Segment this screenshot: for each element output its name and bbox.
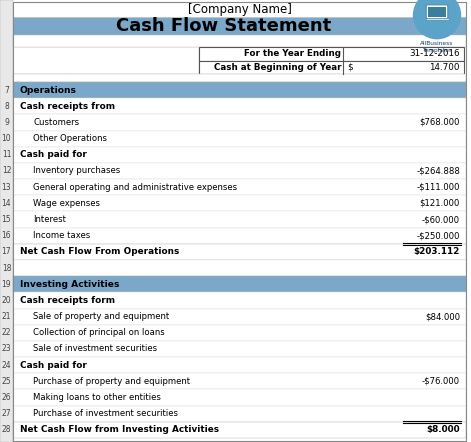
Bar: [13, 195, 466, 211]
Text: Cash at Beginning of Year: Cash at Beginning of Year: [214, 63, 341, 72]
Bar: [13, 179, 466, 195]
Bar: [13, 147, 466, 163]
Circle shape: [414, 0, 461, 38]
Text: $768.000: $768.000: [420, 118, 460, 127]
Bar: [13, 47, 199, 74]
Text: 22: 22: [2, 328, 11, 337]
Bar: [13, 228, 466, 244]
Text: -$60.000: -$60.000: [422, 215, 460, 224]
Text: 28: 28: [2, 425, 11, 434]
Text: 14.700: 14.700: [429, 63, 460, 72]
Text: Interest: Interest: [33, 215, 66, 224]
Bar: [13, 406, 466, 422]
Text: $121.000: $121.000: [420, 199, 460, 208]
Text: 17: 17: [2, 248, 11, 256]
Bar: [13, 35, 466, 47]
Text: -$111.000: -$111.000: [416, 183, 460, 192]
Bar: [13, 260, 466, 276]
Text: Cash Flow Statement: Cash Flow Statement: [116, 17, 332, 35]
Text: Purchase of property and equipment: Purchase of property and equipment: [33, 377, 190, 386]
Bar: [13, 114, 466, 130]
Text: -$250.000: -$250.000: [416, 231, 460, 240]
Text: Other Operations: Other Operations: [33, 134, 107, 143]
Text: 21: 21: [2, 312, 11, 321]
Text: For the Year Ending: For the Year Ending: [244, 49, 341, 58]
Bar: [13, 163, 466, 179]
Bar: [13, 276, 466, 292]
Bar: [13, 98, 466, 114]
Text: 8: 8: [4, 102, 9, 111]
Text: 20: 20: [2, 296, 11, 305]
Bar: [13, 18, 466, 35]
Text: 16: 16: [2, 231, 11, 240]
Text: $203.112: $203.112: [414, 248, 460, 256]
Text: 12: 12: [2, 167, 11, 175]
Text: 7: 7: [4, 86, 9, 95]
Text: $84.000: $84.000: [425, 312, 460, 321]
Text: Investing Activities: Investing Activities: [20, 280, 119, 289]
Text: 25: 25: [2, 377, 11, 386]
Text: 15: 15: [2, 215, 11, 224]
Text: 19: 19: [2, 280, 11, 289]
Bar: [13, 389, 466, 406]
Text: 26: 26: [2, 393, 11, 402]
Text: 18: 18: [2, 263, 11, 273]
Bar: [425, 18, 448, 20]
Bar: [13, 373, 466, 389]
Text: 24: 24: [2, 361, 11, 370]
Bar: [13, 292, 466, 309]
Text: General operating and administrative expenses: General operating and administrative exp…: [33, 183, 237, 192]
Bar: [199, 61, 464, 74]
Bar: [13, 357, 466, 373]
Bar: [13, 82, 466, 98]
Text: Making loans to other entities: Making loans to other entities: [33, 393, 161, 402]
Bar: [13, 74, 466, 82]
Bar: [428, 8, 446, 17]
Text: Sale of investment securities: Sale of investment securities: [33, 344, 157, 354]
Text: 10: 10: [2, 134, 11, 143]
Text: Cash paid for: Cash paid for: [20, 150, 87, 159]
Text: [Company Name]: [Company Name]: [187, 3, 292, 16]
Text: $8.000: $8.000: [426, 425, 460, 434]
Bar: [13, 2, 466, 18]
Bar: [13, 341, 466, 357]
Text: -$264.888: -$264.888: [416, 167, 460, 175]
Bar: [13, 211, 466, 228]
Text: 14: 14: [2, 199, 11, 208]
Bar: [13, 422, 466, 438]
Text: 27: 27: [2, 409, 11, 418]
Text: 11: 11: [2, 150, 11, 159]
Bar: [13, 309, 466, 325]
Text: Inventory purchases: Inventory purchases: [33, 167, 120, 175]
Text: 13: 13: [2, 183, 11, 192]
Bar: [0, 0, 13, 442]
Text: Income taxes: Income taxes: [33, 231, 90, 240]
Text: Operations: Operations: [20, 86, 77, 95]
Text: Cash receipts from: Cash receipts from: [20, 102, 115, 111]
Text: Collection of principal on loans: Collection of principal on loans: [33, 328, 165, 337]
Bar: [13, 244, 466, 260]
Text: 31-12-2016: 31-12-2016: [409, 49, 460, 58]
Bar: [199, 47, 464, 61]
Text: Net Cash Flow From Operations: Net Cash Flow From Operations: [20, 248, 179, 256]
Text: Cash paid for: Cash paid for: [20, 361, 87, 370]
Bar: [13, 130, 466, 147]
Text: Wage expenses: Wage expenses: [33, 199, 100, 208]
Text: Customers: Customers: [33, 118, 79, 127]
FancyBboxPatch shape: [426, 5, 448, 19]
Text: -$76.000: -$76.000: [422, 377, 460, 386]
Bar: [13, 325, 466, 341]
Text: 9: 9: [4, 118, 9, 127]
Text: Cash receipts form: Cash receipts form: [20, 296, 115, 305]
Text: AllBusiness
Templates: AllBusiness Templates: [420, 42, 454, 53]
Text: Sale of property and equipment: Sale of property and equipment: [33, 312, 169, 321]
Text: Purchase of investment securities: Purchase of investment securities: [33, 409, 178, 418]
Text: Net Cash Flow from Investing Activities: Net Cash Flow from Investing Activities: [20, 425, 219, 434]
Text: 23: 23: [2, 344, 11, 354]
Text: $: $: [347, 63, 353, 72]
